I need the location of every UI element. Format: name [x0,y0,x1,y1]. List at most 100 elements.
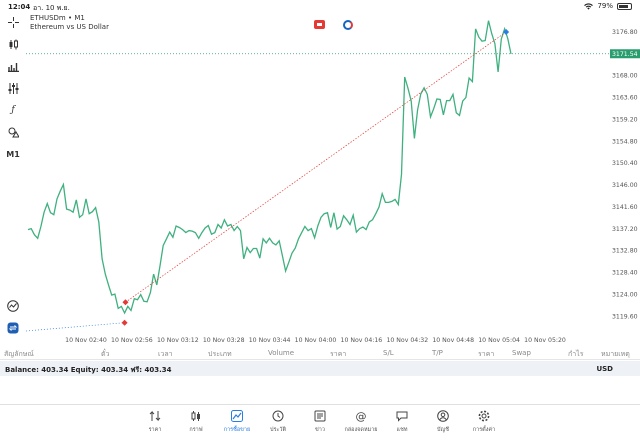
col-symbol[interactable]: สัญลักษณ์ [4,350,34,358]
nav-chat[interactable]: แชท [380,409,424,434]
price-tick-label: 3132.80 [612,248,638,255]
col-volume[interactable]: Volume [268,349,295,357]
price-tick-label: 3124.00 [612,291,638,298]
sl-marker [121,319,128,326]
status-bar: 12:04 อา. 10 พ.ย. 79% [0,0,640,13]
nav-history[interactable]: ประวัติ [256,409,300,434]
status-date: อา. 10 พ.ย. [33,4,70,12]
balance-bar: Balance: 403.34 Equity: 403.34 ฟรี: 403.… [0,361,640,376]
time-tick-label: 10 Nov 04:16 [341,337,383,344]
time-tick-label: 10 Nov 05:04 [478,337,520,344]
sync-icon[interactable] [343,20,353,30]
time-tick-label: 10 Nov 02:56 [111,337,153,344]
time-tick-label: 10 Nov 03:44 [249,337,291,344]
balance-text: Balance: 403.34 Equity: 403.34 ฟรี: 403.… [5,366,172,374]
price-tick-label: 3141.60 [612,204,638,211]
time-tick-label: 10 Nov 02:40 [65,337,107,344]
function-tool-icon[interactable]: ƒ [11,105,15,115]
sl-line [26,322,125,332]
time-tick-label: 10 Nov 05:20 [524,337,566,344]
col-tp[interactable]: T/P [432,349,443,357]
trade-line [125,31,507,303]
time-tick-label: 10 Nov 03:12 [157,337,199,344]
nav-news[interactable]: ข่าว [298,409,342,434]
nav-settings[interactable]: การตั้งค่า [462,409,506,434]
chart-tool-sidebar: ƒ M1 [0,13,26,345]
price-tick-label: 3168.00 [612,73,638,80]
trade-column-header: สัญลักษณ์ ตั๋ว เวลา ประเภท Volume ราคา S… [0,345,640,360]
nav-chat-label: แชท [396,427,408,433]
nav-mailbox[interactable]: @ กล่องจดหมาย [339,409,383,434]
price-tick-label: 3163.60 [612,95,638,102]
price-tick-label: 3146.00 [612,182,638,189]
indicators-tool-icon[interactable] [4,79,22,97]
col-sl[interactable]: S/L [383,349,394,357]
bottom-navigation: ราคา กราฟ การซื้อขาย ประวัติ ข่าว @ กล่อ… [0,404,640,447]
bars-tool-icon[interactable] [4,57,22,75]
chart-description: Ethereum vs US Dollar [30,23,109,31]
timeframe-label[interactable]: M1 [6,149,20,159]
nav-mailbox-label: กล่องจดหมาย [344,427,378,433]
nav-quotes-label: ราคา [148,427,162,433]
battery-icon [617,2,632,10]
nav-chart[interactable]: กราฟ [174,409,218,434]
trade-exit-marker [503,28,510,35]
stats-tool-icon[interactable] [4,297,22,315]
nav-trade[interactable]: การซื้อขาย [215,409,259,434]
crosshair-tool-icon[interactable] [4,13,22,31]
price-chart[interactable]: 10 Nov 02:40 10 Nov 02:56 10 Nov 03:12 10 N… [26,13,610,345]
col-price-current[interactable]: ราคา [478,350,495,358]
price-tick-label: 3159.20 [612,116,638,123]
col-swap[interactable]: Swap [512,349,531,357]
time-tick-label: 10 Nov 04:48 [432,337,474,344]
time-tick-label: 10 Nov 04:32 [386,337,428,344]
nav-account-label: บัญชี [437,427,449,433]
nav-news-label: ข่าว [315,427,325,433]
nav-account[interactable]: บัญชี [421,409,465,434]
nav-quotes[interactable]: ราคา [133,409,177,434]
price-line-series [27,20,512,315]
one-click-trading-icon[interactable] [314,20,325,29]
price-tick-label: 3176.80 [612,29,638,36]
price-tick-label: 3128.40 [612,270,638,277]
nav-settings-label: การตั้งค่า [472,427,496,433]
trade-tool-icon[interactable] [4,319,22,337]
col-ticket[interactable]: ตั๋ว [101,350,110,358]
price-axis: 3176.803172.603168.003163.603159.203154.… [610,29,640,320]
mailbox-icon: @ [355,409,367,423]
chart-symbol: ETHUSDm • M1 [30,14,85,22]
col-comment[interactable]: หมายเหตุ [601,350,630,358]
time-tick-label: 10 Nov 04:00 [295,337,337,344]
col-type[interactable]: ประเภท [208,350,232,358]
balance-currency: USD [596,365,613,373]
price-tick-label: 3119.60 [612,313,638,320]
candles-tool-icon[interactable] [4,35,22,53]
current-price-badge [610,49,640,59]
price-tick-label: 3154.80 [612,138,638,145]
nav-trade-label: การซื้อขาย [223,427,251,433]
wifi-icon [584,2,594,10]
time-tick-label: 10 Nov 03:28 [203,337,245,344]
status-right: 79% [584,2,632,10]
objects-tool-icon[interactable] [4,123,22,141]
history-icon [272,409,284,423]
price-tick-label: 3137.20 [612,226,638,233]
nav-chart-label: กราฟ [189,427,203,433]
account-icon [437,409,449,423]
chart-icon [190,409,202,423]
status-time: 12:04 [8,3,31,11]
chat-icon [396,409,408,423]
price-tick-label: 3150.40 [612,160,638,167]
col-time[interactable]: เวลา [158,350,173,358]
trade-entry-marker [122,299,129,306]
chart-header: ETHUSDm • M1 Ethereum vs US Dollar [30,14,109,32]
col-profit[interactable]: กำไร [568,350,584,358]
chart-header-icons [314,20,353,30]
nav-history-label: ประวัติ [269,427,287,433]
settings-icon [478,409,490,423]
news-icon [314,409,326,423]
col-price[interactable]: ราคา [330,350,347,358]
quotes-icon [149,409,161,423]
current-price-label: 3171.54 [612,51,638,58]
battery-percent: 79% [597,2,613,10]
